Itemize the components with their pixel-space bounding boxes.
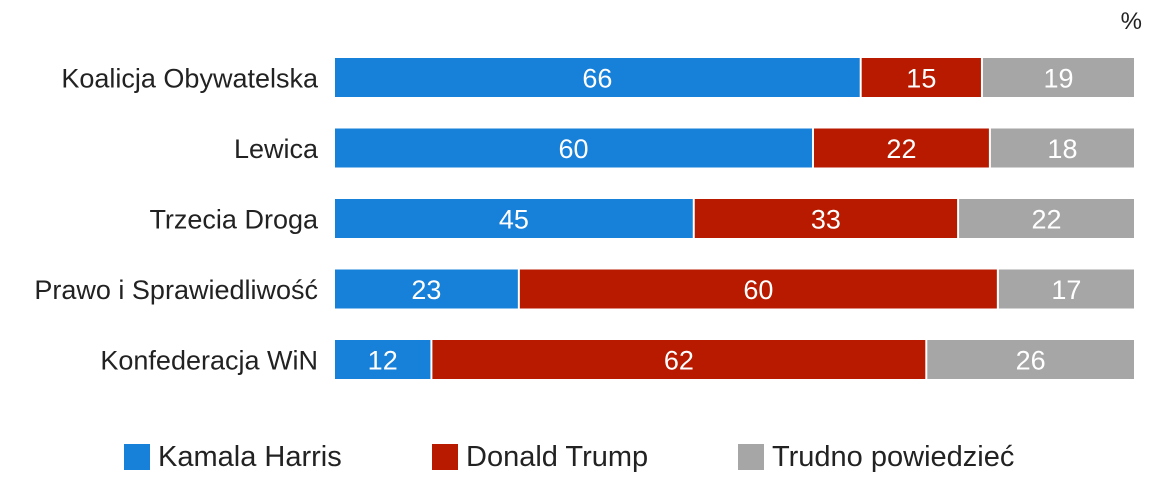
legend-item-donald-trump: Donald Trump [432,440,648,474]
data-label-trzecia-droga-trudno-powiedziec: 22 [1032,205,1062,235]
legend-label-donald-trump: Donald Trump [466,440,649,473]
bar-lewica-kamala-harris [335,128,812,168]
bar-konfederacja-win-kamala-harris [335,340,431,379]
data-label-konfederacja-win-donald-trump: 62 [664,346,694,376]
data-label-koalicja-obywatelska-kamala-harris: 66 [582,64,612,94]
bar-konfederacja-win-trudno-powiedziec [927,340,1134,379]
category-label-konfederacja-win: Konfederacja WiN [100,346,318,376]
bar-konfederacja-win-donald-trump [432,340,926,379]
bar-koalicja-obywatelska-kamala-harris [335,58,860,97]
category-label-trzecia-droga: Trzecia Droga [149,205,319,235]
data-label-koalicja-obywatelska-donald-trump: 15 [906,64,936,94]
data-label-trzecia-droga-kamala-harris: 45 [499,205,529,235]
bar-koalicja-obywatelska-donald-trump [861,58,981,97]
category-label-lewica: Lewica [234,134,319,164]
data-label-koalicja-obywatelska-trudno-powiedziec: 19 [1043,64,1073,94]
data-label-prawo-i-sprawiedliwosc-trudno-powiedziec: 17 [1051,275,1081,305]
bar-prawo-i-sprawiedliwosc-donald-trump [519,269,997,309]
bar-trzecia-droga-kamala-harris [335,199,693,238]
legend-item-kamala-harris: Kamala Harris [124,440,342,474]
category-label-prawo-i-sprawiedliwosc: Prawo i Sprawiedliwość [34,275,318,305]
data-label-trzecia-droga-donald-trump: 33 [811,205,841,235]
data-label-lewica-donald-trump: 22 [886,134,916,164]
data-label-lewica-kamala-harris: 60 [558,134,588,164]
data-label-konfederacja-win-kamala-harris: 12 [368,346,398,376]
legend-swatch-kamala-harris [124,444,150,470]
legend-item-trudno-powiedziec: Trudno powiedzieć [738,440,1014,474]
legend-label-trudno-powiedziec: Trudno powiedzieć [772,440,1015,473]
data-label-konfederacja-win-trudno-powiedziec: 26 [1016,346,1046,376]
bar-prawo-i-sprawiedliwosc-trudno-powiedziec [998,269,1134,309]
unit-label: % [1120,8,1142,35]
legend: Kamala Harris Donald Trump Trudno powied… [0,440,1154,474]
data-label-lewica-trudno-powiedziec: 18 [1047,134,1077,164]
bar-trzecia-droga-donald-trump [694,199,958,238]
legend-label-kamala-harris: Kamala Harris [158,440,342,473]
bar-lewica-donald-trump [814,128,989,168]
data-label-prawo-i-sprawiedliwosc-donald-trump: 60 [743,275,773,305]
legend-swatch-trudno-powiedziec [738,444,764,470]
bar-trzecia-droga-trudno-powiedziec [959,199,1134,238]
bar-lewica-trudno-powiedziec [990,128,1134,168]
data-label-prawo-i-sprawiedliwosc-kamala-harris: 23 [411,275,441,305]
bar-prawo-i-sprawiedliwosc-kamala-harris [335,269,518,309]
category-label-koalicja-obywatelska: Koalicja Obywatelska [61,64,319,94]
legend-swatch-donald-trump [432,444,458,470]
bar-koalicja-obywatelska-trudno-powiedziec [982,58,1134,97]
